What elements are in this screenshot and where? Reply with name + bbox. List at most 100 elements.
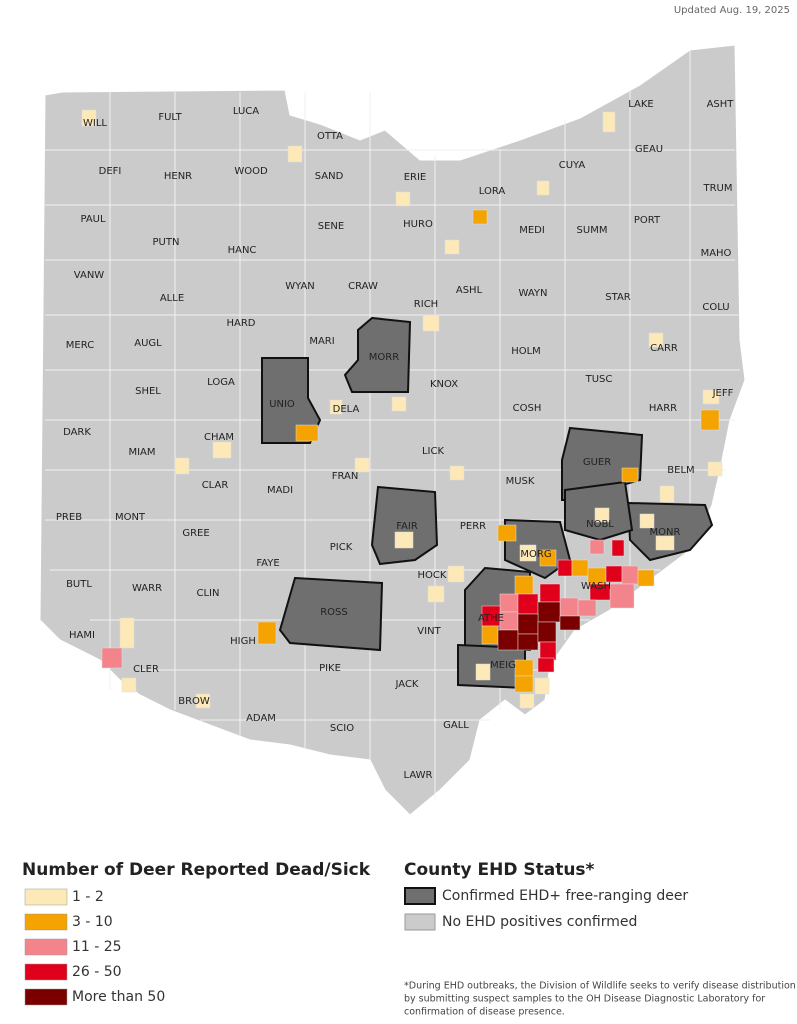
county-label: SHEL xyxy=(135,386,161,397)
legend-label: 3 - 10 xyxy=(72,914,113,930)
county-label: HANC xyxy=(228,245,257,256)
county-label: JACK xyxy=(395,679,419,690)
updated-date: Updated Aug. 19, 2025 xyxy=(674,5,790,16)
county-label: PICK xyxy=(330,542,353,553)
county-label: MONR xyxy=(650,527,681,538)
legend-label: 1 - 2 xyxy=(72,889,104,905)
county-label: MEDI xyxy=(519,225,545,236)
legend-swatch xyxy=(24,988,68,1006)
county-label: HARD xyxy=(226,318,255,329)
county-label: MUSK xyxy=(506,476,535,487)
county-label: HIGH xyxy=(230,636,256,647)
county-label: PUTN xyxy=(153,237,180,248)
state-outline xyxy=(39,44,746,816)
county-label: JEFF xyxy=(712,388,734,399)
county-label: LOGA xyxy=(207,377,235,388)
county-label: ADAM xyxy=(246,713,276,724)
county-label: WILL xyxy=(83,118,107,129)
county-label: ASHL xyxy=(456,285,483,296)
county-label: HOCK xyxy=(418,570,447,581)
county-label: CUYA xyxy=(559,160,586,171)
county-label: WOOD xyxy=(234,166,268,177)
county-label: MONT xyxy=(115,512,146,523)
county-label: PREB xyxy=(56,512,82,523)
county-label: MARI xyxy=(309,336,334,347)
county-label: HAMI xyxy=(69,630,95,641)
county-label: DEFI xyxy=(99,166,122,177)
county-label: GALL xyxy=(443,720,469,731)
county-label: DARK xyxy=(63,427,91,438)
county-label: HURO xyxy=(403,219,433,230)
county-label: GREE xyxy=(182,528,209,539)
county-label: LORA xyxy=(479,186,506,197)
county-label: LUCA xyxy=(233,106,259,117)
county-label: MEIG xyxy=(490,660,516,671)
county-label: SUMM xyxy=(577,225,608,236)
county-label: LICK xyxy=(422,446,445,457)
footnote: by submitting suspect samples to the OH … xyxy=(404,994,765,1005)
county-label: DELA xyxy=(333,404,360,415)
county-label: BELM xyxy=(667,465,694,476)
county-label: GUER xyxy=(583,457,611,468)
county-label: ATHE xyxy=(478,613,504,624)
county-label: FAIR xyxy=(396,521,418,532)
legend-label: 11 - 25 xyxy=(72,939,122,955)
county-label: FULT xyxy=(158,112,182,123)
county-label: WAYN xyxy=(519,288,548,299)
footnote: confirmation of disease presence. xyxy=(404,1007,565,1018)
county-label: WARR xyxy=(132,583,162,594)
county-label: MAHO xyxy=(701,248,732,259)
county-label: MIAM xyxy=(128,447,155,458)
county-label: PIKE xyxy=(319,663,341,674)
legend-swatch xyxy=(24,913,68,931)
county-label: BUTL xyxy=(66,579,92,590)
legend-label: More than 50 xyxy=(72,989,165,1005)
county-label: ALLE xyxy=(160,293,184,304)
county-label: PORT xyxy=(634,215,661,226)
county-label: AUGL xyxy=(134,338,162,349)
legend-label: No EHD positives confirmed xyxy=(442,914,637,930)
legend-swatch xyxy=(404,913,436,931)
township-cells xyxy=(81,109,723,709)
county-label: RICH xyxy=(414,299,438,310)
county-label: PERR xyxy=(460,521,486,532)
county-label: FAYE xyxy=(256,558,279,569)
county-label: COSH xyxy=(513,403,542,414)
county-label: ASHT xyxy=(707,99,735,110)
county-label: VANW xyxy=(74,270,105,281)
county-label: CLER xyxy=(133,664,159,675)
county-label: MERC xyxy=(66,340,94,351)
county-label: ERIE xyxy=(404,172,427,183)
county-label: CHAM xyxy=(204,432,234,443)
county-label: MADI xyxy=(267,485,293,496)
county-label: CRAW xyxy=(348,281,378,292)
county-label: VINT xyxy=(417,626,441,637)
county-label: SCIO xyxy=(330,723,354,734)
county-label: FRAN xyxy=(332,471,359,482)
legend-swatch xyxy=(404,887,436,905)
legend-swatch xyxy=(24,888,68,906)
county-label: UNIO xyxy=(269,399,295,410)
legend-swatch xyxy=(24,938,68,956)
county-label: CLIN xyxy=(197,588,220,599)
county-label: HOLM xyxy=(511,346,541,357)
county-label: LAWR xyxy=(404,770,433,781)
legend-label: Confirmed EHD+ free-ranging deer xyxy=(442,888,688,904)
legend-swatch xyxy=(24,963,68,981)
county-label: PAUL xyxy=(80,214,106,225)
county-label: TUSC xyxy=(585,374,613,385)
county-label: HENR xyxy=(164,171,192,182)
county-label: GEAU xyxy=(635,144,663,155)
county-label: CLAR xyxy=(202,480,229,491)
county-label: COLU xyxy=(702,302,729,313)
county-label: LAKE xyxy=(628,99,654,110)
deer-legend-title: Number of Deer Reported Dead/Sick xyxy=(22,860,371,880)
county-label: BROW xyxy=(178,696,210,707)
county-label: STAR xyxy=(605,292,631,303)
status-legend-title: County EHD Status* xyxy=(404,860,595,880)
county-label: MORR xyxy=(369,352,399,363)
county-label: OTTA xyxy=(317,131,343,142)
county-label: HARR xyxy=(649,403,677,414)
county-label: ROSS xyxy=(320,607,348,618)
